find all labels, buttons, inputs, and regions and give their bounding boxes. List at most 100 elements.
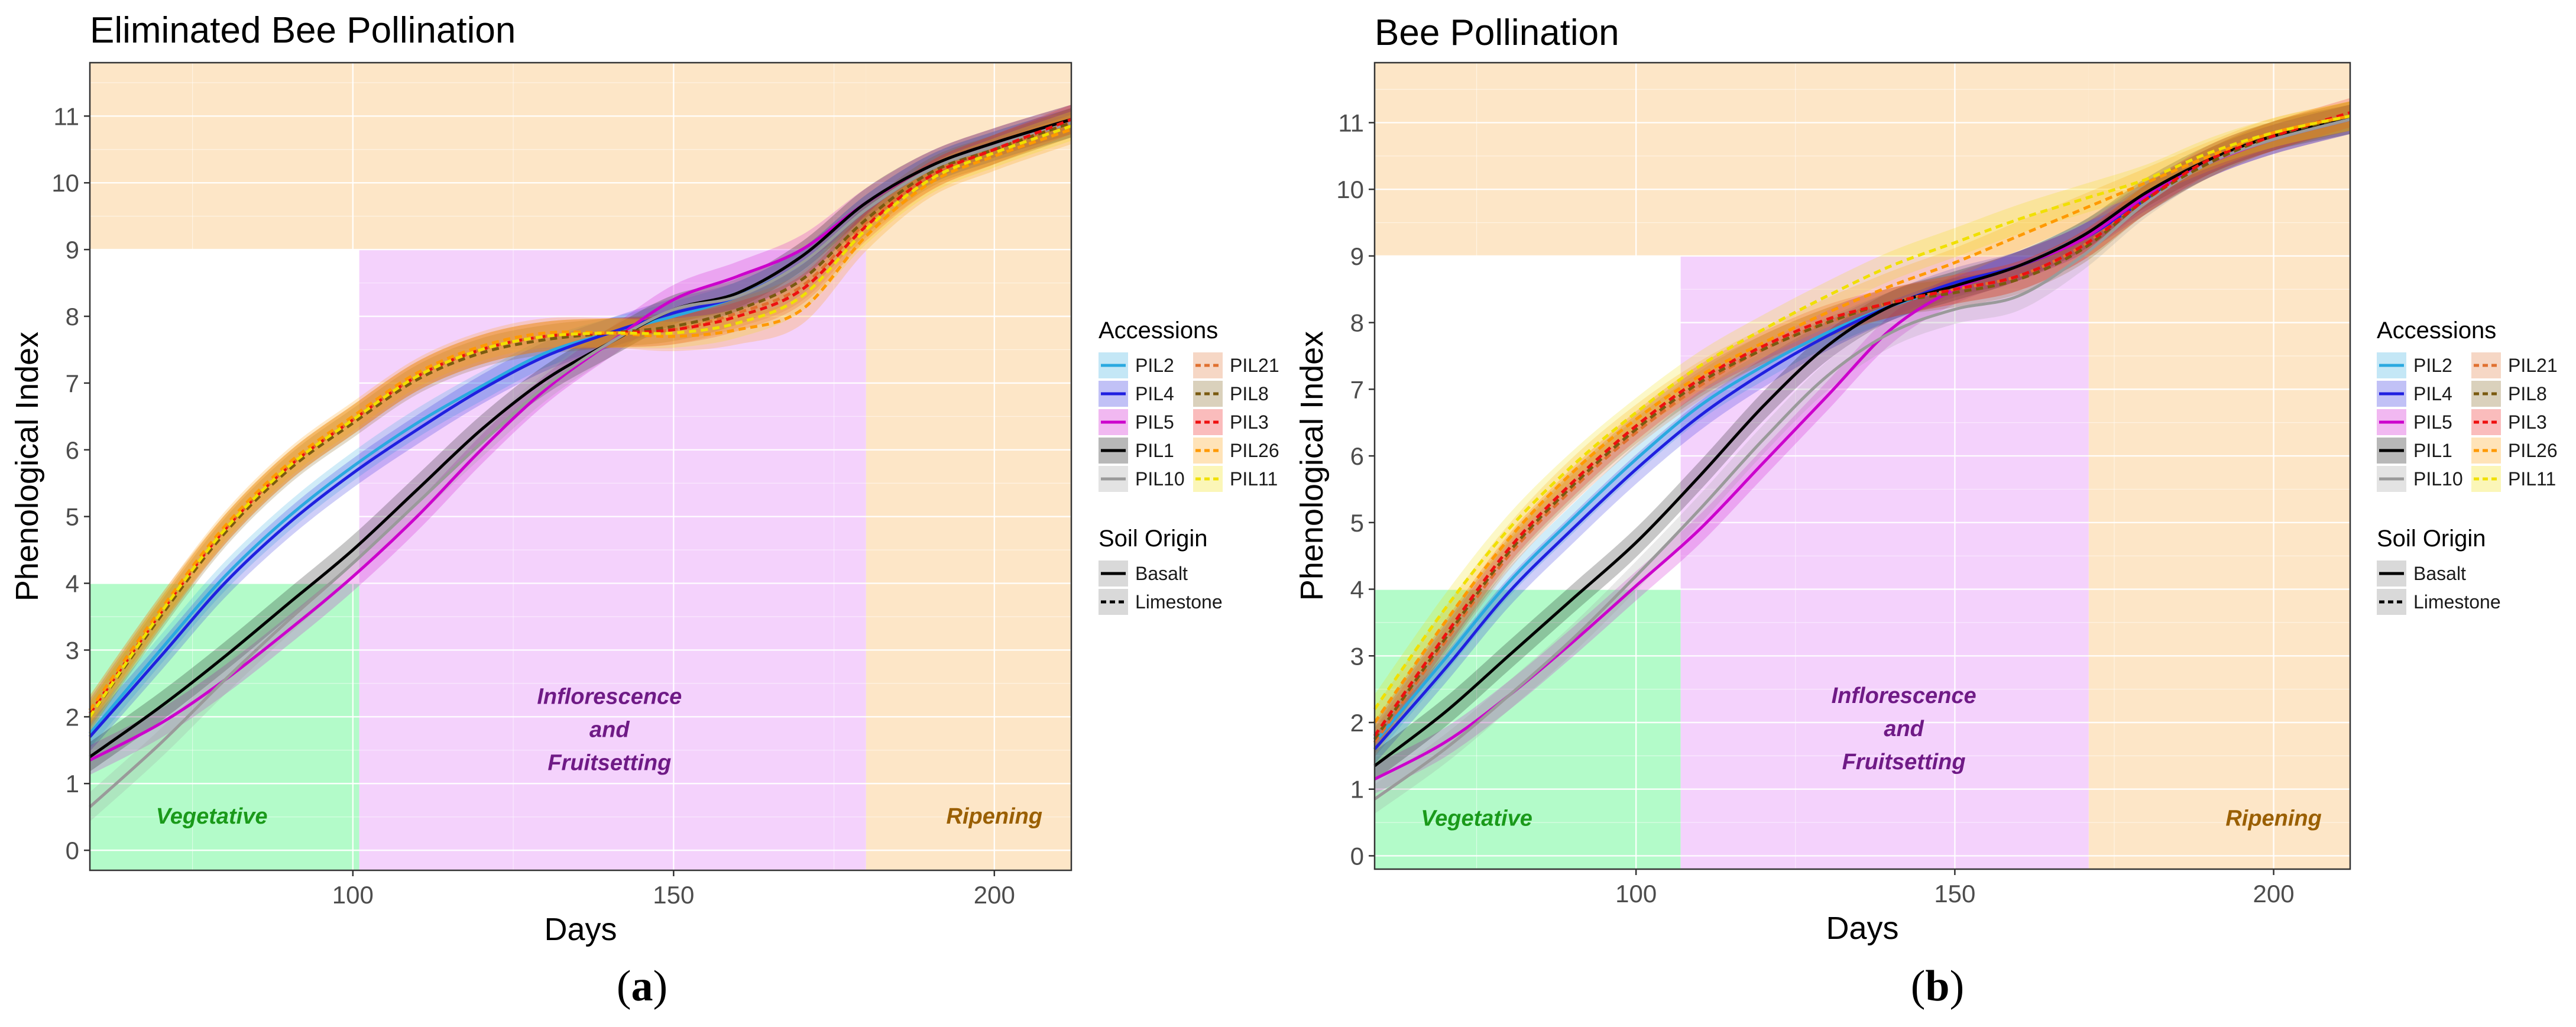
legend-title-accessions: Accessions — [1099, 318, 1218, 344]
series-line-pil3 — [88, 118, 1072, 715]
series-group — [88, 105, 1072, 822]
y-axis-title: Phenological Index — [9, 332, 45, 601]
panel-caption: (a) — [617, 962, 668, 1010]
y-tick-label: 11 — [1338, 109, 1364, 137]
series-ribbon-pil3 — [90, 105, 1071, 728]
series-line-pil1 — [1373, 118, 2351, 767]
x-tick-label: 100 — [332, 881, 374, 909]
legend-label-pil4: PIL4 — [2413, 383, 2452, 404]
legend-title-accessions: Accessions — [2377, 318, 2496, 344]
chart-title: Bee Pollination — [1375, 12, 1619, 53]
series-line-pil11 — [1373, 114, 2351, 710]
y-tick-label: 7 — [1350, 375, 1364, 403]
y-tick-label: 4 — [1350, 576, 1364, 604]
region-upper-background — [90, 63, 866, 250]
y-tick-label: 3 — [66, 636, 79, 664]
series-line-pil11 — [88, 124, 1072, 718]
series-ribbon-pil5 — [90, 105, 1071, 775]
x-axis-title: Days — [544, 912, 617, 947]
region-inflorescence-and-fruitsetting — [1680, 255, 2089, 870]
y-tick-label: 4 — [66, 570, 79, 598]
series-line-pil8 — [88, 121, 1072, 718]
y-tick-label: 3 — [1350, 642, 1364, 670]
series-line-pil10 — [89, 121, 1072, 808]
legend-label-pil11: PIL11 — [1230, 468, 1278, 490]
series-group — [1373, 98, 2351, 814]
y-tick-label: 8 — [66, 303, 79, 331]
x-tick-label: 200 — [2253, 880, 2295, 908]
legend-soil-label-basalt: Basalt — [1135, 563, 1188, 584]
legend-label-pil26: PIL26 — [1230, 440, 1279, 461]
x-tick-label: 150 — [653, 881, 694, 909]
legend-label-pil4: PIL4 — [1135, 383, 1174, 404]
region-label: and — [589, 718, 630, 743]
region-label: Ripening — [2225, 806, 2322, 831]
series-line-pil1 — [89, 118, 1072, 759]
legend-label-pil2: PIL2 — [2413, 355, 2452, 376]
chart-panel-a: Vegetative Inflorescence and Fruitsetting Ri… — [9, 10, 1279, 1010]
region-ripening — [2088, 63, 2350, 869]
x-tick-label: 100 — [1615, 880, 1657, 908]
chart-title: Eliminated Bee Pollination — [90, 10, 516, 51]
region-upper-background — [1375, 63, 2089, 256]
legend-label-pil3: PIL3 — [2508, 412, 2547, 433]
y-tick-label: 8 — [1350, 309, 1364, 337]
x-axis-title: Days — [1826, 911, 1898, 946]
y-tick-label: 5 — [66, 503, 79, 531]
legend-soil-label-limestone: Limestone — [1135, 591, 1223, 613]
y-tick-label: 2 — [66, 703, 79, 731]
y-tick-label: 9 — [66, 236, 79, 264]
y-tick-label: 1 — [1350, 776, 1364, 804]
region-label: Inflorescence — [1832, 683, 1976, 708]
legend-label-pil5: PIL5 — [1135, 412, 1174, 433]
series-ribbon-pil26 — [90, 115, 1071, 725]
x-tick-label: 150 — [1934, 880, 1975, 908]
y-tick-label: 11 — [53, 102, 79, 130]
region-label: Ripening — [947, 804, 1043, 829]
legend-title-soil-origin: Soil Origin — [2377, 526, 2486, 552]
legend-label-pil21: PIL21 — [1230, 355, 1279, 376]
y-tick-label: 6 — [66, 436, 79, 464]
y-tick-label: 2 — [1350, 709, 1364, 737]
legend-label-pil1: PIL1 — [2413, 440, 2452, 461]
panel-caption: (b) — [1911, 962, 1964, 1010]
legend-label-pil10: PIL10 — [1135, 468, 1185, 490]
legend: Accessions PIL2 PIL4 PIL5 PIL1 PIL10 PIL21 PIL8… — [2377, 318, 2558, 615]
legend-label-pil11: PIL11 — [2508, 468, 2556, 490]
series-line-pil8 — [1373, 114, 2351, 740]
region-label: Fruitsetting — [547, 751, 671, 776]
plot-border — [1373, 61, 2351, 870]
x-tick-label: 200 — [974, 881, 1015, 909]
series-ribbon-pil21 — [90, 108, 1071, 725]
region-inflorescence-and-fruitsetting — [359, 250, 866, 871]
y-tick-label: 0 — [66, 837, 79, 864]
y-tick-label: 1 — [66, 770, 79, 798]
region-label: Vegetative — [1421, 806, 1532, 831]
legend-label-pil2: PIL2 — [1135, 355, 1174, 376]
legend-label-pil3: PIL3 — [1230, 412, 1269, 433]
legend-label-pil1: PIL1 — [1135, 440, 1174, 461]
y-tick-label: 5 — [1350, 509, 1364, 537]
legend-label-pil8: PIL8 — [1230, 383, 1269, 404]
series-line-pil10 — [1373, 118, 2351, 801]
legend-label-pil26: PIL26 — [2508, 440, 2558, 461]
y-tick-label: 9 — [1350, 242, 1364, 270]
legend: Accessions PIL2 PIL4 PIL5 PIL1 PIL10 PIL21 PIL8… — [1099, 318, 1279, 615]
series-line-pil3 — [1373, 111, 2351, 737]
y-tick-label: 10 — [51, 169, 79, 197]
y-tick-label: 10 — [1336, 176, 1364, 203]
chart-panel-b: Vegetative Inflorescence and Fruitsetting Ri… — [1294, 12, 2558, 1010]
plot-border — [89, 61, 1072, 872]
y-tick-label: 6 — [1350, 442, 1364, 470]
region-label: Vegetative — [156, 804, 268, 829]
region-label: Fruitsetting — [1842, 750, 1966, 775]
series-line-pil26 — [88, 128, 1072, 711]
legend-label-pil5: PIL5 — [2413, 412, 2452, 433]
y-tick-label: 7 — [66, 370, 79, 397]
gridlines — [90, 63, 1071, 870]
region-label: Inflorescence — [537, 685, 682, 709]
series-line-pil26 — [1373, 114, 2351, 724]
legend-title-soil-origin: Soil Origin — [1099, 526, 1208, 552]
legend-label-pil10: PIL10 — [2413, 468, 2463, 490]
